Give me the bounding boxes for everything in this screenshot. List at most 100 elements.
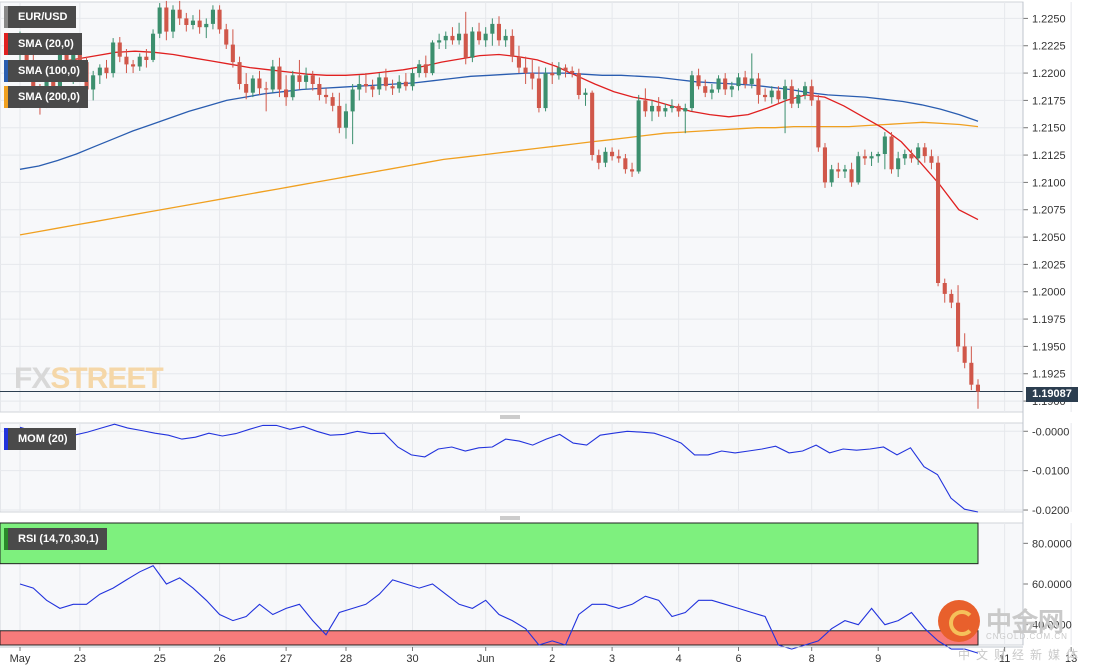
candle-body <box>909 154 914 159</box>
x-tick-label: 11 <box>999 653 1010 665</box>
candle-body <box>510 35 515 57</box>
candle-body <box>450 35 455 41</box>
sma200-legend: SMA (200,0) <box>4 86 88 108</box>
candle-body <box>630 169 635 172</box>
candle-body <box>357 84 362 90</box>
candle-body <box>410 73 415 87</box>
candle-body <box>437 40 442 43</box>
sma100-line <box>19 72 979 170</box>
candle-body <box>144 56 149 60</box>
candle-body <box>157 7 162 34</box>
y-tick-label: 1.2000 <box>1032 287 1066 299</box>
candle-body <box>842 169 847 172</box>
candle-body <box>543 73 548 109</box>
mom-y-tick-label: -0.0000 <box>1032 426 1069 438</box>
x-tick-label: 8 <box>809 653 815 665</box>
rsi-y-tick-label: 80.0000 <box>1032 538 1072 550</box>
candle-body <box>936 162 941 283</box>
candle-body <box>703 86 708 93</box>
candle-body <box>337 105 342 128</box>
candle-body <box>264 88 269 90</box>
candle-body <box>610 151 615 157</box>
candle-body <box>270 66 275 90</box>
candle-body <box>743 77 748 84</box>
candle-body <box>111 42 116 74</box>
rsi-line <box>19 565 979 654</box>
candle-body <box>77 53 82 63</box>
candle-body <box>783 86 788 100</box>
candle-body <box>443 35 448 41</box>
candle-body <box>856 156 861 183</box>
candle-body <box>975 384 980 392</box>
candle-body <box>663 108 668 112</box>
current-price-tag: 1.19087 <box>1026 387 1078 402</box>
candle-body <box>483 33 488 41</box>
candle-body <box>849 169 854 183</box>
candle-body <box>284 89 289 98</box>
candle-body <box>550 73 555 76</box>
mom-line <box>19 423 979 513</box>
mom-panel <box>0 422 1024 513</box>
candle-body <box>829 169 834 183</box>
candle-body <box>237 62 242 84</box>
rsi-y-tick-label: 60.0000 <box>1032 579 1072 591</box>
candle-body <box>656 105 661 112</box>
candle-body <box>290 75 295 98</box>
candle-body <box>184 18 189 25</box>
candle-body <box>949 293 954 303</box>
candle-body <box>636 100 641 172</box>
candle-body <box>124 56 129 65</box>
candle-body <box>523 67 528 74</box>
mom-y-tick-label: -0.0200 <box>1032 505 1069 517</box>
candle-body <box>603 151 608 163</box>
candle-body <box>563 67 568 71</box>
candle-body <box>370 86 375 90</box>
candle-body <box>676 105 681 112</box>
candle-body <box>576 73 581 95</box>
y-tick-label: 1.2150 <box>1032 123 1066 135</box>
candle-body <box>716 78 721 90</box>
candle-body <box>224 29 229 45</box>
y-tick-label: 1.2100 <box>1032 177 1066 189</box>
x-tick-label: Jun <box>477 653 495 665</box>
cngold-title: 中金网 <box>986 607 1065 637</box>
y-tick-label: 1.1975 <box>1032 314 1066 326</box>
candle-body <box>230 44 235 63</box>
candle-body <box>470 31 475 58</box>
candle-body <box>377 77 382 90</box>
candle-body <box>516 56 521 68</box>
mom-y-tick-label: -0.0100 <box>1032 466 1069 478</box>
candle-body <box>204 23 209 28</box>
candle-body <box>769 90 774 98</box>
candle-body <box>763 94 768 98</box>
candle-body <box>643 100 648 112</box>
candle-body <box>304 75 309 82</box>
candle-body <box>809 86 814 101</box>
cngold-url: CNGOLD.COM.CN <box>986 632 1068 641</box>
y-tick-label: 1.2025 <box>1032 259 1066 271</box>
candle-body <box>889 136 894 170</box>
candle-body <box>616 156 621 159</box>
y-tick-label: 1.2050 <box>1032 232 1066 244</box>
fxstreet-watermark: FXSTREET <box>14 362 164 395</box>
candle-body <box>776 90 781 100</box>
candle-body <box>496 23 501 41</box>
y-tick-label: 1.2250 <box>1032 13 1066 25</box>
candle-body <box>137 56 142 67</box>
rsi-oversold-zone <box>0 630 979 646</box>
candle-body <box>363 84 368 87</box>
candle-body <box>277 66 282 90</box>
candle-body <box>669 105 674 109</box>
candle-body <box>151 33 156 60</box>
candle-body <box>257 78 262 89</box>
candle-body <box>556 67 561 76</box>
candle-body <box>942 283 947 294</box>
rsi-legend: RSI (14,70,30,1) <box>4 528 107 550</box>
x-tick-label: May <box>10 653 31 665</box>
candle-body <box>397 81 402 89</box>
candle-body <box>862 156 867 159</box>
candle-body <box>736 77 741 87</box>
candle-body <box>962 346 967 363</box>
candle-body <box>822 147 827 183</box>
